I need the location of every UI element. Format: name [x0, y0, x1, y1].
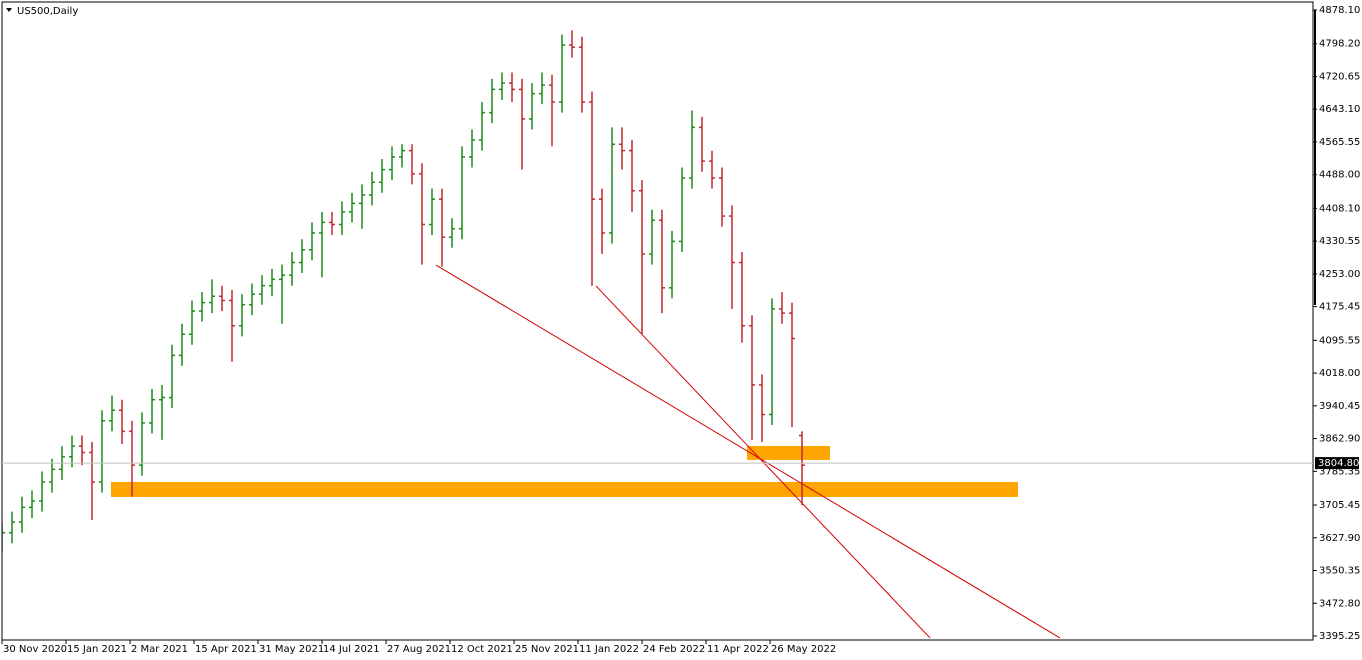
x-tick-label: 11 Jan 2022 — [579, 644, 639, 655]
support-zone — [111, 481, 1018, 497]
axis-scroll-marker — [1314, 10, 1316, 305]
x-tick-label: 15 Jan 2021 — [67, 644, 127, 655]
support-zone — [747, 445, 830, 460]
last-price-box — [1315, 457, 1359, 470]
y-tick-label: 3705.45 — [1319, 500, 1360, 511]
chart-title: US500,Daily — [17, 6, 78, 17]
y-tick-label: 4175.45 — [1319, 302, 1360, 313]
y-tick-label: 4488.00 — [1319, 170, 1360, 181]
x-tick-label: 31 May 2021 — [259, 644, 324, 655]
x-tick-label: 30 Nov 2020 — [3, 644, 67, 655]
x-tick-label: 24 Feb 2022 — [643, 644, 705, 655]
y-tick-label: 4095.55 — [1319, 335, 1360, 346]
x-tick-label: 27 Aug 2021 — [387, 644, 451, 655]
y-tick-label: 3395.25 — [1319, 631, 1360, 642]
x-tick-label: 14 Jul 2021 — [323, 644, 380, 655]
y-tick-label: 3862.90 — [1319, 434, 1360, 445]
x-tick-label: 26 May 2022 — [771, 644, 836, 655]
y-tick-label: 3940.45 — [1319, 401, 1360, 412]
plot-frame — [1, 1, 1314, 641]
menu-arrow[interactable] — [6, 8, 12, 12]
y-tick-label: 4878.10 — [1319, 5, 1360, 16]
y-tick-label: 3550.35 — [1319, 566, 1360, 577]
y-tick-label: 4253.00 — [1319, 269, 1360, 280]
x-tick-label: 15 Apr 2021 — [195, 644, 257, 655]
trendline — [595, 285, 931, 639]
x-tick-label: 25 Nov 2021 — [515, 644, 579, 655]
y-tick-label: 4018.00 — [1319, 368, 1360, 379]
y-tick-label: 4565.55 — [1319, 137, 1360, 148]
x-tick-label: 11 Apr 2022 — [707, 644, 769, 655]
y-tick-label: 3785.35 — [1319, 466, 1360, 477]
y-tick-label: 4408.10 — [1319, 203, 1360, 214]
last-price-label: 3804.80 — [1318, 458, 1359, 469]
y-tick-label: 4798.20 — [1319, 39, 1360, 50]
trendline — [435, 264, 1061, 639]
y-tick-label: 4330.55 — [1319, 236, 1360, 247]
x-tick-label: 2 Mar 2021 — [131, 644, 188, 655]
y-tick-label: 4643.10 — [1319, 104, 1360, 115]
y-tick-label: 4720.65 — [1319, 71, 1360, 82]
x-tick-label: 12 Oct 2021 — [451, 644, 513, 655]
y-tick-label: 3627.90 — [1319, 533, 1360, 544]
y-tick-label: 3472.80 — [1319, 598, 1360, 609]
plot-area — [2, 30, 1061, 639]
